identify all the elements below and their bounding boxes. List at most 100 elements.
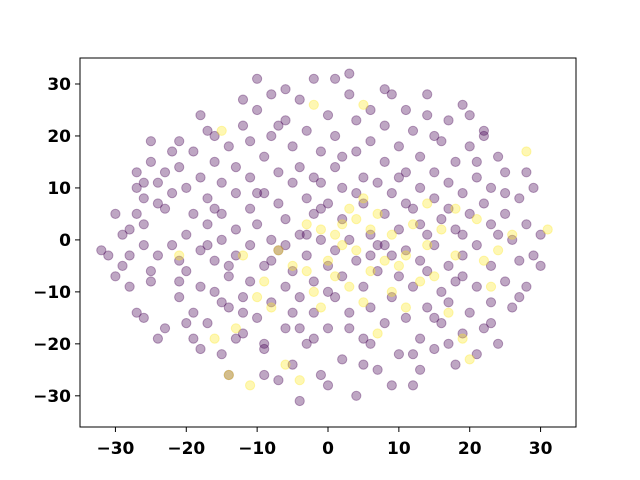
scatter-point	[337, 240, 348, 251]
scatter-point	[457, 271, 468, 282]
scatter-point	[478, 198, 489, 209]
scatter-point	[301, 193, 312, 204]
scatter-point	[223, 271, 234, 282]
y-tick-label: 30	[47, 75, 71, 95]
scatter-point	[400, 167, 411, 178]
scatter-point	[202, 125, 213, 136]
scatter-point	[301, 266, 312, 277]
scatter-point	[308, 172, 319, 183]
scatter-point	[266, 255, 277, 266]
scatter-point	[365, 302, 376, 313]
scatter-point	[322, 260, 334, 271]
x-tick-label: 20	[458, 439, 482, 459]
scatter-point	[280, 281, 291, 292]
scatter-point	[344, 323, 355, 334]
scatter-point	[252, 188, 263, 199]
scatter-point	[209, 156, 220, 167]
scatter-point	[429, 343, 440, 355]
scatter-point	[308, 307, 319, 318]
scatter-point	[407, 203, 419, 214]
scatter-point	[450, 156, 461, 167]
scatter-point	[337, 214, 348, 225]
scatter-point	[280, 323, 291, 334]
scatter-point	[181, 182, 192, 193]
scatter-point	[315, 224, 326, 235]
scatter-point	[443, 115, 454, 126]
scatter-point	[322, 323, 334, 334]
scatter-point	[245, 172, 256, 183]
scatter-point	[415, 364, 426, 375]
scatter-point	[273, 245, 284, 256]
y-tick-label: −20	[33, 335, 71, 355]
scatter-point	[237, 94, 249, 105]
scatter-point	[386, 229, 397, 240]
scatter-point	[351, 146, 362, 157]
scatter-point	[407, 349, 419, 360]
y-tick-label: −30	[33, 387, 71, 407]
scatter-point	[294, 292, 305, 303]
scatter-point	[174, 276, 185, 287]
scatter-point	[322, 380, 334, 391]
scatter-point	[372, 364, 383, 375]
scatter-point	[266, 234, 277, 245]
scatter-point	[202, 240, 213, 251]
scatter-point	[493, 245, 504, 256]
scatter-point	[443, 297, 454, 308]
scatter-point	[485, 281, 497, 292]
scatter-point	[96, 245, 107, 256]
scatter-point	[223, 369, 234, 381]
scatter-point	[245, 276, 256, 287]
scatter-point	[188, 146, 199, 157]
scatter-point	[400, 198, 411, 209]
scatter-point	[167, 188, 178, 199]
scatter-point	[393, 271, 404, 282]
scatter-point	[337, 354, 348, 365]
scatter-point	[209, 286, 220, 297]
scatter-point	[464, 141, 475, 152]
scatter-point	[337, 271, 348, 282]
scatter-point	[436, 214, 447, 225]
scatter-point	[493, 151, 504, 162]
scatter-point	[245, 203, 256, 214]
scatter-point	[379, 255, 390, 266]
scatter-point	[223, 141, 234, 152]
scatter-point	[301, 338, 312, 349]
scatter-point	[209, 203, 220, 214]
scatter-point	[174, 162, 185, 173]
scatter-point	[400, 302, 411, 313]
scatter-point	[330, 292, 341, 303]
scatter-point	[358, 281, 369, 292]
scatter-point	[400, 312, 411, 323]
x-tick-label: 30	[529, 439, 553, 459]
scatter-point	[521, 146, 532, 157]
scatter-point	[535, 260, 546, 271]
x-tick-label: −10	[238, 439, 276, 459]
scatter-point	[358, 99, 369, 110]
scatter-point	[344, 234, 355, 245]
scatter-point	[528, 250, 539, 261]
scatter-point	[521, 219, 532, 230]
x-tick-label: 0	[322, 439, 334, 459]
scatter-point	[351, 245, 362, 256]
scatter-point	[152, 250, 163, 261]
scatter-point	[273, 120, 284, 131]
scatter-point	[507, 302, 518, 313]
scatter-point	[464, 307, 475, 318]
scatter-point	[379, 120, 390, 131]
scatter-point	[422, 198, 433, 209]
scatter-point	[266, 89, 277, 100]
scatter-point	[202, 193, 213, 204]
scatter-point	[230, 188, 241, 199]
scatter-point	[500, 208, 511, 219]
scatter-point	[308, 276, 319, 287]
scatter-point	[308, 73, 319, 84]
scatter-point	[280, 84, 291, 95]
scatter-point	[216, 177, 227, 188]
scatter-point	[138, 193, 149, 204]
scatter-point	[443, 203, 454, 214]
scatter-point	[393, 349, 404, 360]
scatter-point	[131, 307, 142, 318]
scatter-point	[237, 120, 249, 131]
scatter-point	[507, 229, 518, 240]
scatter-point	[308, 333, 319, 344]
